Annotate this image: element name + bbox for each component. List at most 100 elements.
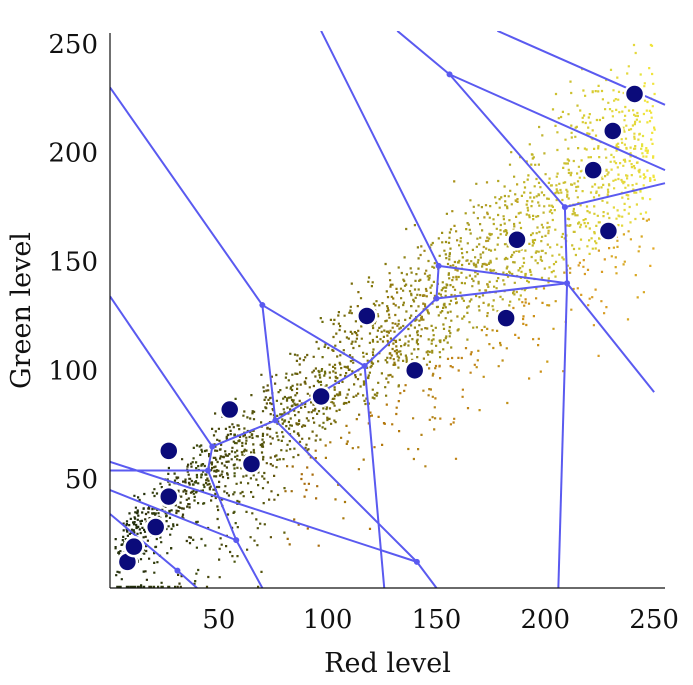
voronoi-edge [261, 304, 366, 367]
voronoi-edge [557, 283, 569, 588]
pixel-points [547, 80, 580, 278]
centroid-point [582, 159, 604, 181]
voronoi-edge [110, 295, 214, 448]
voronoi-edge [211, 419, 276, 448]
voronoi-edge [564, 182, 666, 209]
pixel-points [426, 212, 453, 363]
centroid-point [403, 359, 426, 382]
pixel-points [235, 373, 268, 588]
voronoi-vertices [174, 71, 571, 574]
centroid-point [123, 535, 145, 558]
pixel-points [465, 182, 485, 341]
x-tick-label: 200 [520, 605, 570, 635]
voronoi-vertex [233, 537, 240, 544]
voronoi-vertex [435, 262, 442, 269]
x-tick-label: 150 [412, 605, 462, 635]
pixel-points [450, 180, 459, 332]
voronoi-vertex [209, 443, 216, 450]
x-tick-label: 100 [303, 605, 353, 635]
voronoi-edge [110, 489, 237, 542]
pixel-points [284, 465, 300, 546]
voronoi-vertex [561, 204, 568, 211]
pixel-points [638, 73, 645, 215]
pixel-points [542, 287, 557, 363]
centroid-point [158, 440, 180, 462]
pixel-points [191, 444, 207, 585]
y-tick-label: 200 [48, 139, 98, 169]
pixel-points [576, 247, 611, 357]
pixel-points [275, 352, 297, 534]
voronoi-edge [363, 297, 438, 367]
pixel-points [265, 375, 277, 539]
pixel-points [295, 340, 319, 457]
pixel-points [475, 314, 509, 412]
pixel-points [396, 324, 399, 327]
voronoi-vertex [361, 363, 368, 369]
centroid-point [602, 120, 624, 142]
x-tick-label: 50 [202, 605, 235, 635]
centroid-point [218, 398, 241, 421]
pixel-points [358, 262, 389, 406]
voronoi-vertex [446, 71, 453, 78]
pixel-points [610, 43, 641, 227]
pixel-points [456, 212, 468, 331]
voronoi-edge [176, 569, 198, 588]
voronoi-edge [207, 470, 238, 541]
voronoi-vertex [204, 467, 211, 474]
voronoi-edge [436, 282, 568, 300]
centroid-point [597, 220, 620, 242]
voronoi-vertex [564, 280, 571, 287]
voronoi-edge [448, 73, 566, 208]
voronoi-edge [563, 207, 569, 284]
voronoi-edge [110, 86, 264, 306]
pixel-points [546, 221, 550, 284]
pixel-points [647, 218, 655, 267]
centroid-point [240, 453, 263, 475]
centroid-point [495, 307, 517, 329]
pixel-points [325, 282, 358, 425]
pixel-points [487, 151, 517, 313]
voronoi-edge [566, 282, 655, 393]
y-tick-label: 250 [48, 30, 98, 60]
voronoi-vertex [272, 417, 279, 424]
centroid-point [144, 516, 167, 538]
pixel-points [300, 449, 320, 547]
voronoi-edge [438, 264, 568, 285]
centroid-point [623, 83, 646, 105]
pixel-points [412, 367, 437, 468]
x-axis-title: Red level [324, 648, 451, 679]
pixel-points [205, 412, 235, 588]
voronoi-edge [274, 419, 418, 563]
voronoi-edge [320, 31, 440, 267]
voronoi-vertex [413, 558, 420, 565]
voronoi-vertex [259, 302, 266, 309]
pixel-points [604, 78, 611, 240]
voronoi-edges [110, 31, 666, 588]
voronoi-vertex [433, 295, 440, 302]
voronoi-edge [206, 446, 214, 471]
pixel-points [316, 317, 328, 441]
voronoi-edge [110, 460, 418, 563]
centroid-point [506, 229, 528, 251]
y-tick-labels: 50 100 150 200 250 [48, 30, 98, 495]
x-tick-labels: 50 100 150 200 250 [202, 605, 679, 635]
pixel-points [535, 125, 549, 290]
y-tick-label: 100 [48, 356, 98, 386]
pixel-points [434, 347, 476, 460]
voronoi-edge [396, 31, 451, 76]
voronoi-edge [435, 265, 440, 299]
y-tick-label: 50 [65, 465, 98, 495]
pixel-points [174, 458, 194, 588]
pixel-scatter [114, 43, 656, 588]
voronoi-vertex [174, 567, 181, 574]
pixel-points [418, 245, 429, 366]
centroid-point [158, 485, 180, 508]
centroid-point [356, 305, 378, 327]
voronoi-edge [363, 365, 386, 588]
centroid-point [310, 385, 332, 408]
centroid-points [116, 83, 646, 573]
y-tick-label: 150 [48, 248, 98, 278]
pixel-points [407, 447, 410, 451]
voronoi-edge [235, 539, 264, 588]
